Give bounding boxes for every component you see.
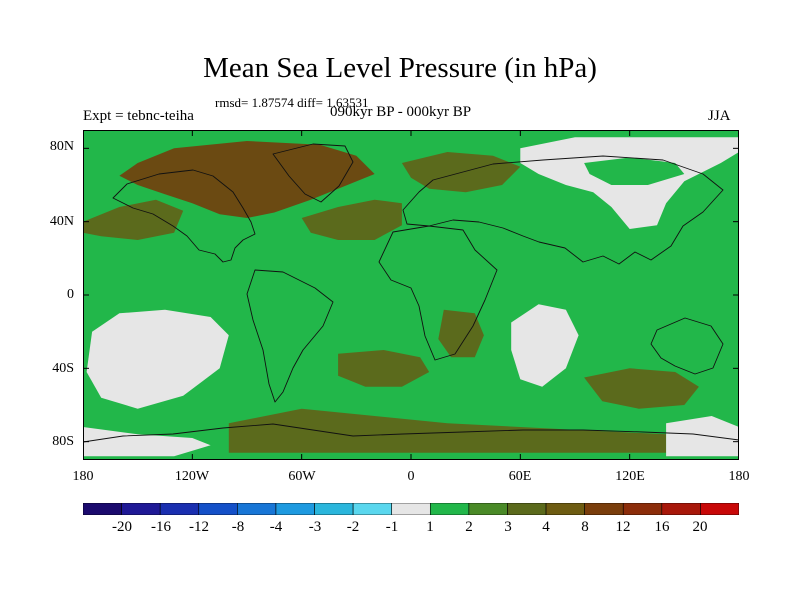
colorbar-swatch: [391, 503, 431, 515]
colorbar-label: -12: [189, 519, 209, 535]
colorbar-swatch: [198, 503, 238, 515]
coast-antarctica: [83, 423, 739, 443]
colorbar-label: -2: [346, 519, 360, 535]
map-panel: [83, 130, 739, 460]
colorbar-label: 1: [426, 519, 434, 535]
coastlines: [83, 143, 739, 443]
colorbar-label: 2: [465, 519, 473, 535]
contour-region: [83, 427, 211, 457]
contour-region: [338, 350, 430, 387]
coast-north-america: [112, 169, 256, 263]
lat-label-40s: 40S: [52, 361, 74, 376]
contour-region: [584, 157, 685, 185]
colorbar: [83, 503, 739, 515]
lon-label-60e: 60E: [508, 469, 532, 484]
colorbar-swatch: [507, 503, 547, 515]
colorbar-swatch: [314, 503, 354, 515]
colorbar-swatch: [584, 503, 624, 515]
lat-label-80n: 80N: [49, 139, 74, 154]
contour-region: [83, 199, 184, 240]
coast-africa: [378, 225, 498, 361]
lon-label-180e: 180: [728, 469, 750, 484]
lat-label-80s: 80S: [52, 434, 74, 449]
colorbar-label: 4: [542, 519, 550, 535]
coast-australia: [650, 317, 724, 375]
lat-label-0: 0: [67, 287, 74, 302]
colorbar-swatch: [468, 503, 508, 515]
colorbar-swatch: [237, 503, 277, 515]
colorbar-label: -3: [308, 519, 322, 535]
contour-region: [301, 199, 402, 240]
stats-label: rmsd= 1.87574 diff= 1.63531: [215, 95, 369, 110]
contour-region: [228, 408, 667, 453]
contour-region: [511, 304, 579, 387]
colorbar-label: 3: [504, 519, 512, 535]
colorbar-label: -4: [269, 519, 283, 535]
coast-greenland: [272, 143, 354, 203]
colorbar-swatch: [83, 503, 122, 515]
colorbar-label: 16: [654, 519, 670, 535]
colorbar-swatch: [275, 503, 315, 515]
coast-south-america: [246, 269, 334, 403]
period-label: 090kyr BP - 000kyr BP: [330, 104, 472, 120]
contour-region: [666, 416, 739, 457]
colorbar-swatch: [700, 503, 739, 515]
lon-label-0: 0: [407, 469, 415, 484]
pressure-map: [83, 130, 739, 460]
colorbar-swatch: [429, 503, 470, 515]
colorbar-swatch: [661, 503, 701, 515]
contour-regions: [83, 137, 739, 457]
lon-label-180w: 180: [72, 469, 94, 484]
lon-label-120e: 120E: [615, 469, 645, 484]
colorbar-label: -20: [112, 519, 132, 535]
colorbar-label: -16: [151, 519, 171, 535]
coast-eurasia: [402, 155, 724, 265]
colorbar-label: -1: [385, 519, 399, 535]
experiment-label: Expt = tebnc-teiha: [83, 108, 194, 124]
colorbar-label: -8: [231, 519, 245, 535]
colorbar-label: 20: [692, 519, 708, 535]
colorbar-label: 12: [615, 519, 631, 535]
colorbar-swatch: [352, 503, 393, 515]
season-label: JJA: [708, 108, 731, 124]
contour-region: [584, 368, 699, 409]
contour-region: [119, 141, 375, 218]
colorbar-label: 8: [581, 519, 589, 535]
colorbar-swatch: [622, 503, 663, 515]
lon-label-120w: 120W: [174, 469, 210, 484]
lat-label-40n: 40N: [49, 214, 74, 229]
lon-label-60w: 60W: [288, 469, 316, 484]
colorbar-swatch: [159, 503, 200, 515]
colorbar-swatch: [121, 503, 161, 515]
contour-region: [86, 309, 229, 409]
map-title: Mean Sea Level Pressure (in hPa): [203, 52, 597, 84]
contour-region: [438, 309, 484, 358]
colorbar-swatch: [545, 503, 585, 515]
